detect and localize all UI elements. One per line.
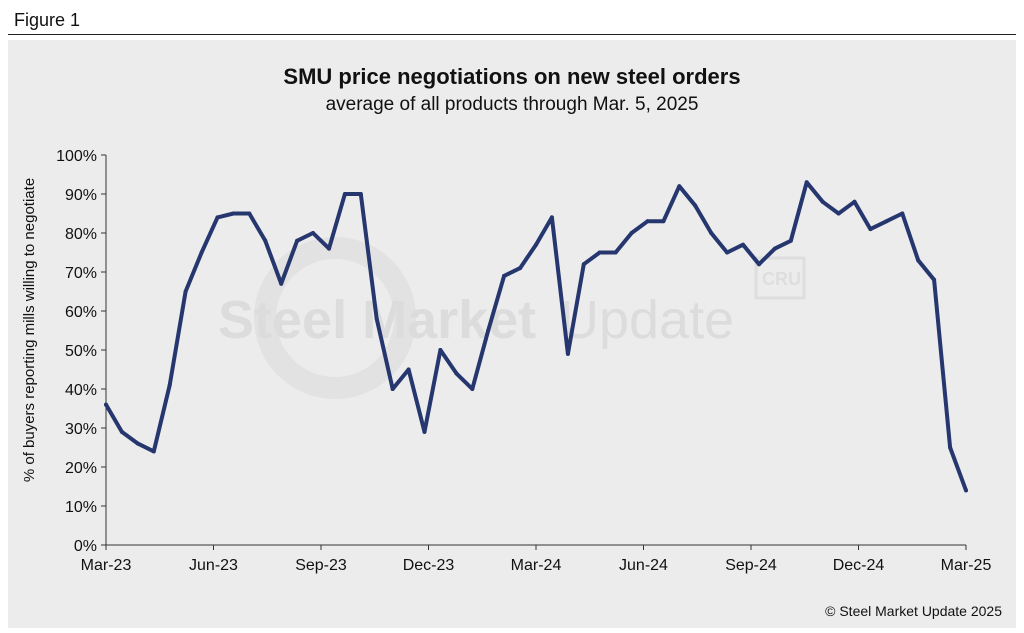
- data-point: [135, 441, 140, 446]
- watermark: Steel Market Update CRU: [218, 237, 806, 399]
- chart-title: SMU price negotiations on new steel orde…: [283, 64, 741, 89]
- watermark-badge: CRU: [762, 269, 801, 289]
- y-tick-label: 10%: [65, 499, 97, 516]
- data-point: [964, 488, 968, 493]
- data-point: [183, 289, 188, 294]
- x-tick-label: Dec-24: [833, 557, 885, 574]
- y-tick-label: 40%: [65, 382, 97, 399]
- data-point: [629, 231, 634, 235]
- y-tick-label: 30%: [65, 421, 97, 438]
- y-tick-label: 20%: [65, 460, 97, 477]
- data-point: [820, 199, 825, 204]
- watermark-brand-light: Update: [560, 290, 734, 350]
- data-point: [518, 266, 523, 271]
- data-point: [884, 219, 889, 224]
- data-point: [231, 211, 236, 216]
- y-tick-label: 100%: [56, 148, 97, 165]
- data-point: [358, 192, 363, 196]
- data-point: [549, 215, 554, 220]
- x-tick-label: Mar-25: [941, 557, 992, 574]
- x-tick-label: Mar-23: [81, 557, 132, 574]
- y-axis-label: % of buyers reporting mills willing to n…: [21, 178, 38, 482]
- data-point: [422, 429, 427, 434]
- data-point: [279, 281, 284, 286]
- data-point: [438, 348, 443, 352]
- x-tick-label: Sep-24: [725, 557, 777, 574]
- data-point: [868, 227, 873, 232]
- chart-subtitle: average of all products through Mar. 5, …: [325, 94, 699, 115]
- figure-header: Figure 1: [8, 4, 1016, 35]
- data-point: [311, 231, 315, 235]
- data-point: [327, 246, 331, 251]
- data-point: [470, 387, 475, 391]
- data-point: [677, 184, 682, 189]
- y-tick-label: 90%: [65, 187, 97, 204]
- data-point: [390, 387, 395, 391]
- data-point: [151, 449, 156, 454]
- data-point: [836, 211, 841, 216]
- data-point: [342, 192, 347, 196]
- data-point: [406, 367, 411, 372]
- data-point: [932, 277, 937, 282]
- data-point: [661, 219, 666, 224]
- data-point: [693, 203, 698, 208]
- y-tick-label: 60%: [65, 304, 97, 321]
- x-tick-label: Jun-23: [189, 557, 238, 574]
- data-point: [104, 402, 108, 407]
- data-point: [597, 250, 602, 255]
- data-point: [613, 250, 618, 255]
- data-point: [167, 383, 172, 388]
- data-point: [788, 238, 793, 243]
- data-point: [454, 371, 459, 376]
- data-point: [645, 219, 650, 224]
- data-point: [199, 250, 204, 255]
- data-point: [804, 180, 809, 185]
- data-point: [852, 199, 857, 204]
- x-tick-label: Mar-24: [511, 557, 562, 574]
- data-point: [295, 238, 300, 243]
- data-point: [772, 246, 777, 251]
- figure-label: Figure 1: [14, 10, 81, 30]
- data-point: [741, 242, 745, 247]
- data-point: [565, 351, 570, 356]
- y-tick-label: 50%: [65, 343, 97, 360]
- data-point: [486, 328, 491, 333]
- x-tick-label: Dec-23: [403, 557, 455, 574]
- data-point: [247, 211, 252, 216]
- data-point: [215, 215, 220, 220]
- data-point: [709, 231, 714, 235]
- y-tick-label: 80%: [65, 226, 97, 243]
- copyright: © Steel Market Update 2025: [825, 603, 1002, 619]
- data-point: [534, 242, 538, 247]
- data-point: [900, 211, 905, 216]
- x-tick-label: Jun-24: [619, 557, 668, 574]
- data-point: [581, 262, 586, 267]
- watermark-ring-icon: [254, 237, 416, 399]
- y-tick-label: 0%: [74, 538, 97, 555]
- data-point: [263, 238, 268, 243]
- watermark-badge-icon: [754, 256, 806, 300]
- y-tick-label: 70%: [65, 265, 97, 282]
- data-point: [948, 445, 953, 450]
- data-point: [725, 250, 730, 255]
- data-point: [916, 258, 921, 263]
- data-point: [757, 262, 761, 267]
- data-point: [502, 273, 507, 278]
- x-tick-label: Sep-23: [295, 557, 347, 574]
- data-point: [119, 429, 124, 434]
- chart-panel: [8, 40, 1016, 628]
- data-point: [374, 316, 379, 321]
